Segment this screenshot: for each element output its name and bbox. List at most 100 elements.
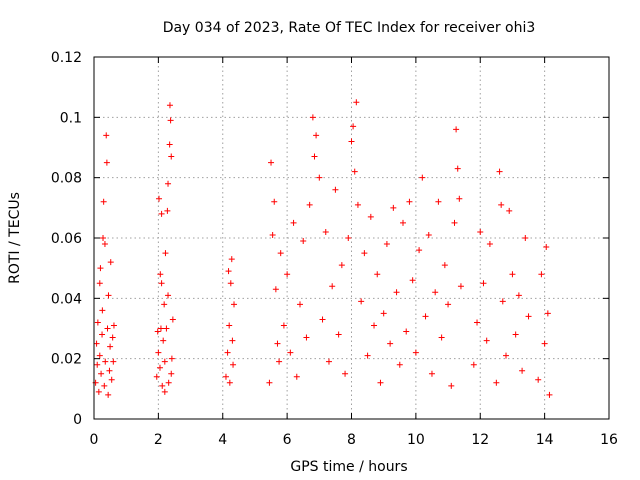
data-point <box>94 319 101 326</box>
data-point <box>432 289 439 296</box>
data-point <box>161 388 168 395</box>
data-point <box>451 219 458 226</box>
data-point <box>428 370 435 377</box>
data-point <box>316 174 323 181</box>
data-point <box>309 114 316 121</box>
data-point <box>158 210 165 217</box>
data-point <box>422 313 429 320</box>
data-point <box>271 198 278 205</box>
data-point <box>515 292 522 299</box>
data-point <box>225 268 232 275</box>
data-point <box>102 358 109 365</box>
data-point <box>512 331 519 338</box>
data-points <box>92 99 553 398</box>
data-point <box>457 283 464 290</box>
data-point <box>400 219 406 226</box>
data-point <box>354 201 361 208</box>
data-point <box>107 343 114 350</box>
data-point <box>95 388 102 395</box>
data-point <box>161 301 168 308</box>
x-tick-label: 6 <box>283 432 292 448</box>
data-point <box>165 379 172 386</box>
data-point <box>224 349 231 356</box>
y-tick-label: 0.02 <box>51 352 82 368</box>
data-point <box>412 349 419 356</box>
data-point <box>470 361 477 368</box>
data-point <box>390 204 397 211</box>
y-tick-label: 0.06 <box>51 231 82 247</box>
data-point <box>227 280 234 287</box>
data-point <box>166 141 173 148</box>
data-point <box>383 241 390 248</box>
data-point <box>222 373 229 380</box>
data-point <box>165 180 172 187</box>
x-tick-label: 4 <box>218 432 227 448</box>
data-point <box>156 364 163 371</box>
data-point <box>454 165 461 172</box>
data-point <box>480 280 487 287</box>
data-point <box>156 195 163 202</box>
data-point <box>332 186 339 193</box>
y-axis-label: ROTI / TECUs <box>7 192 23 284</box>
data-point <box>377 379 384 386</box>
data-point <box>277 250 284 257</box>
data-point <box>509 271 516 278</box>
data-point <box>338 262 345 269</box>
data-point <box>162 250 169 257</box>
data-point <box>110 322 117 329</box>
data-point <box>229 337 236 344</box>
data-point <box>101 382 108 389</box>
data-point <box>297 301 303 308</box>
data-point <box>293 373 300 380</box>
data-point <box>525 313 532 320</box>
data-point <box>522 235 529 241</box>
data-point <box>322 228 329 235</box>
data-point <box>105 292 112 299</box>
y-tick-label: 0.1 <box>60 110 82 126</box>
data-point <box>168 370 175 377</box>
data-point <box>371 322 378 329</box>
data-point <box>228 256 235 263</box>
data-point <box>546 391 553 398</box>
x-tick-label: 14 <box>536 432 554 448</box>
data-point <box>453 126 460 133</box>
data-point <box>105 391 112 398</box>
data-point <box>393 289 400 296</box>
data-point <box>164 207 171 214</box>
data-point <box>272 286 279 293</box>
data-point <box>353 99 360 106</box>
data-point <box>230 361 237 368</box>
x-tick-label: 12 <box>471 432 489 448</box>
grid <box>94 57 609 419</box>
data-point <box>231 301 238 308</box>
data-point <box>456 195 463 202</box>
data-point <box>396 361 403 368</box>
data-point <box>269 231 276 238</box>
data-point <box>367 213 374 220</box>
data-point <box>93 340 100 347</box>
data-point <box>280 322 287 329</box>
data-point <box>94 361 101 368</box>
data-point <box>419 174 426 181</box>
data-point <box>435 198 442 205</box>
data-point <box>103 159 110 166</box>
data-point <box>168 153 175 160</box>
y-tick-label: 0.08 <box>51 171 82 187</box>
data-point <box>303 334 310 341</box>
x-tick-label: 2 <box>154 432 163 448</box>
data-point <box>110 358 117 365</box>
data-point <box>165 292 172 299</box>
data-point <box>486 241 493 248</box>
data-point <box>325 358 332 365</box>
data-point <box>493 379 500 386</box>
data-point <box>409 277 416 284</box>
data-point <box>96 352 103 359</box>
data-point <box>403 328 410 335</box>
data-point <box>99 331 106 338</box>
data-point <box>345 235 352 241</box>
data-point <box>168 355 175 362</box>
data-point <box>498 201 505 208</box>
data-point <box>98 370 105 377</box>
data-point <box>97 265 104 272</box>
data-point <box>300 238 307 245</box>
